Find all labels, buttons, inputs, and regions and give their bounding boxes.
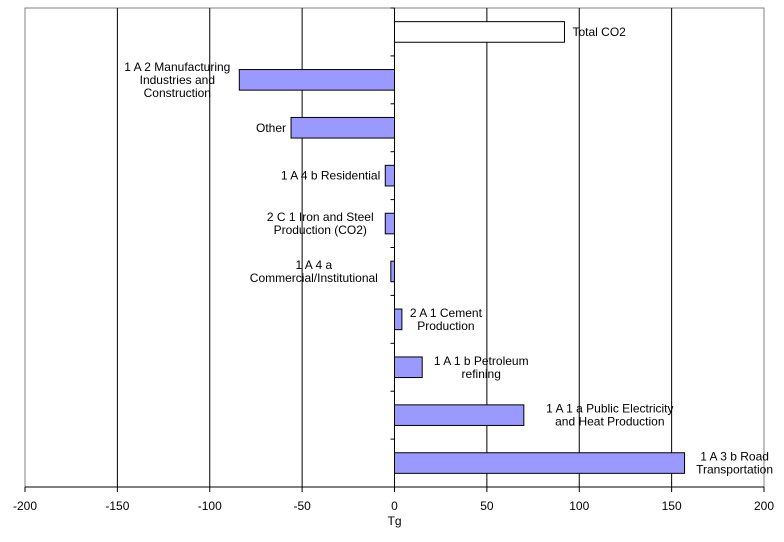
x-tick-label: -100 <box>198 499 222 513</box>
x-axis-ticks: -200 -150 -100 -50 0 50 100 150 200 <box>13 487 774 513</box>
bars-group <box>238 21 686 474</box>
bar <box>238 69 395 91</box>
bar-label: Total CO2 <box>572 25 626 39</box>
bar-label: Transportation <box>696 463 773 477</box>
bar-label: 1 A 4 a <box>295 258 332 272</box>
x-tick-label: 200 <box>754 499 774 513</box>
x-axis-label: Tg <box>387 514 401 528</box>
x-tick-label: -200 <box>13 499 37 513</box>
bar-label: Other <box>256 121 286 135</box>
bar <box>384 212 396 235</box>
bar-label: Industries and <box>140 73 215 87</box>
bar-label: refining <box>462 367 501 381</box>
bar-label: and Heat Production <box>555 415 664 429</box>
bar-label: 1 A 1 b Petroleum <box>434 354 529 368</box>
x-tick-label: 100 <box>569 499 589 513</box>
bar-label: 2 A 1 Cement <box>410 306 483 320</box>
bar <box>390 260 395 283</box>
x-tick-label: 150 <box>662 499 682 513</box>
bar-label: 1 A 1 a Public Electricity <box>546 402 673 416</box>
bar-label: 1 A 4 b Residential <box>281 169 380 183</box>
x-tick-label: -150 <box>105 499 129 513</box>
bar <box>394 21 565 43</box>
bar-label: 2 C 1 Iron and Steel <box>267 210 374 224</box>
bar-label: 1 A 2 Manufacturing <box>124 60 230 74</box>
bar-label: 1 A 3 b Road <box>700 450 769 464</box>
bar <box>394 308 403 331</box>
x-tick-label: 0 <box>391 499 398 513</box>
bar <box>394 404 525 426</box>
x-tick-label: -50 <box>293 499 311 513</box>
bar-label: Production <box>417 319 474 333</box>
bar-label: Production (CO2) <box>274 223 367 237</box>
bar <box>290 116 396 139</box>
x-tick-label: 50 <box>480 499 494 513</box>
bar <box>384 164 396 187</box>
bar <box>394 356 423 379</box>
bar-label: Commercial/Institutional <box>250 271 378 285</box>
bar <box>394 452 686 474</box>
bar-label: Construction <box>144 86 211 100</box>
